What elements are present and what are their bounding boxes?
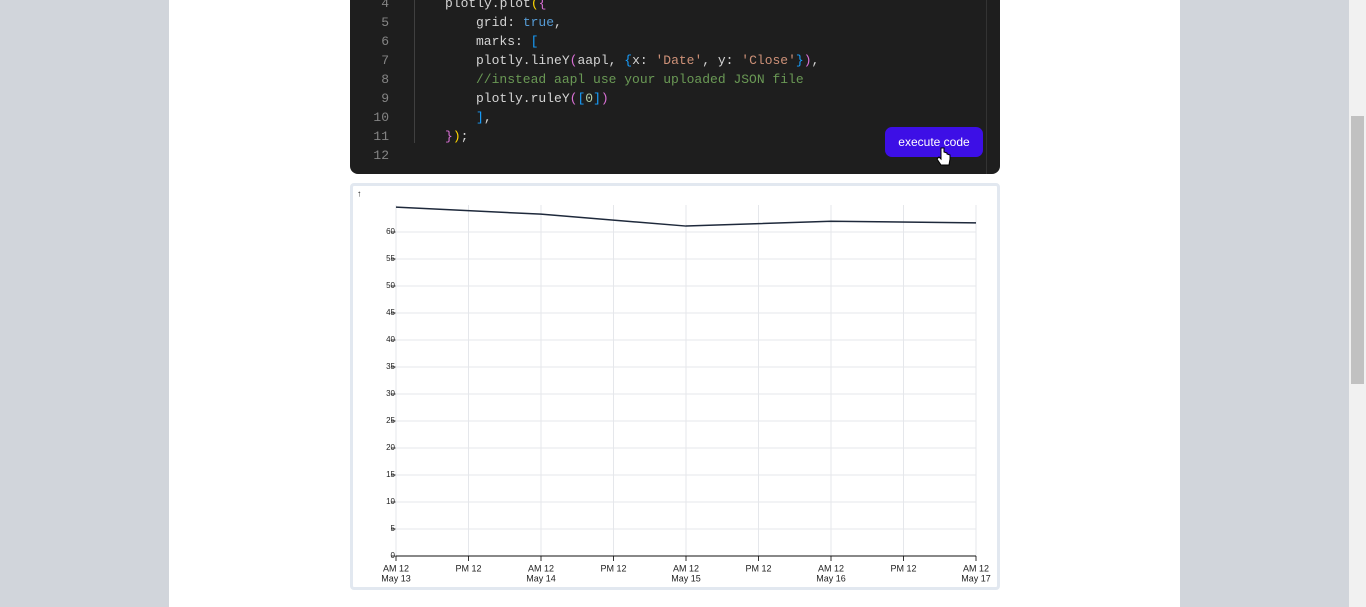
line-number: 8 [381,72,389,87]
code-token: ] [476,110,484,125]
code-token: , [554,15,562,30]
code-line: ], [476,110,492,129]
y-axis-label: ↑ [357,188,362,198]
code-token: ) [803,53,812,68]
chart-container: ↑ 0 5 10 15 20 25 30 35 40 45 50 55 60 AM 12 May 13 PM … [350,183,1000,590]
code-token: marks: [476,34,531,49]
y-tick-label: 15 [386,470,395,479]
y-tick-label: 60 [386,227,395,236]
x-tick-label: May 14 [526,573,556,583]
indent-guide [414,0,415,143]
code-token: ( [530,0,539,11]
line-number: 12 [373,148,389,163]
editor-edge [986,0,987,174]
x-tick-label: May 15 [671,573,701,583]
code-token: x: [632,53,656,68]
code-line: plotly.plot({ [445,0,546,15]
code-token: ) [452,129,461,144]
line-number: 6 [381,34,389,49]
y-tick-label: 25 [386,416,395,425]
code-token: } [445,129,453,144]
code-line: plotly.ruleY([0]) [476,91,609,110]
code-line: grid: true, [476,15,562,34]
code-token: ] [593,91,601,106]
code-token: ; [460,129,469,144]
x-tick-label: PM 12 [600,563,626,573]
y-tick-label: 55 [386,254,395,263]
y-tick-label: 0 [391,551,396,560]
code-token: { [624,53,633,68]
y-tick-label: 50 [386,281,395,290]
code-token: } [795,53,804,68]
code-token: [ [577,91,586,106]
x-tick-label: May 16 [816,573,846,583]
line-number: 4 [381,0,389,11]
code-token: 'Close' [741,53,796,68]
x-tick-label: PM 12 [890,563,916,573]
code-token: [ [530,34,539,49]
code-token: 'Date' [655,53,703,68]
code-line: plotly.lineY(aapl, {x: 'Date', y: 'Close… [476,53,819,72]
code-line: }); [445,129,468,148]
x-tick-label: AM 12 [818,563,844,573]
line-number: 11 [373,129,389,144]
code-token: grid: [476,15,523,30]
line [395,206,977,227]
x-tick-label: AM 12 [673,563,699,573]
code-token: true [522,15,555,30]
cursor [936,147,951,166]
code-token: ) [600,91,609,106]
scrollbar-thumb[interactable] [1351,116,1364,384]
y-tick-label: 30 [386,389,395,398]
x-tick-label: PM 12 [455,563,481,573]
line-number: 9 [381,91,389,106]
x-tick-label: AM 12 [963,563,989,573]
x-tick-label: PM 12 [745,563,771,573]
line-number: 10 [373,110,389,125]
code-token: 0 [585,91,594,106]
code-token: , [483,110,492,125]
y-tick-label: 40 [386,335,395,344]
line-number: 5 [381,15,389,30]
y-tick-label: 45 [386,308,395,317]
y-tick-label: 5 [391,524,396,533]
code-token: ( [569,53,578,68]
x-tick-label: May 13 [381,573,411,583]
y-tick-label: 35 [386,362,395,371]
x-tick-label: May 17 [961,573,991,583]
y-tick-label: 10 [386,497,395,506]
code-token: //instead aapl use your uploaded JSON fi… [476,72,804,87]
code-line: //instead aapl use your uploaded JSON fi… [476,72,804,91]
code-token: aapl, [577,53,625,68]
x-tick-label: AM 12 [383,563,409,573]
code-token: ( [569,91,578,106]
code-token: , y: [702,53,742,68]
code-token: plotly.lineY [476,53,570,68]
code-token: plotly.ruleY [476,91,570,106]
line-number: 7 [381,53,389,68]
code-token: , [811,53,820,68]
code-token: plotly.plot [445,0,531,11]
execute-button[interactable]: execute code [885,127,983,157]
x-tick-label: AM 12 [528,563,554,573]
y-tick-label: 20 [386,443,395,452]
code-token: { [538,0,547,11]
code-line: marks: [ [476,34,538,53]
